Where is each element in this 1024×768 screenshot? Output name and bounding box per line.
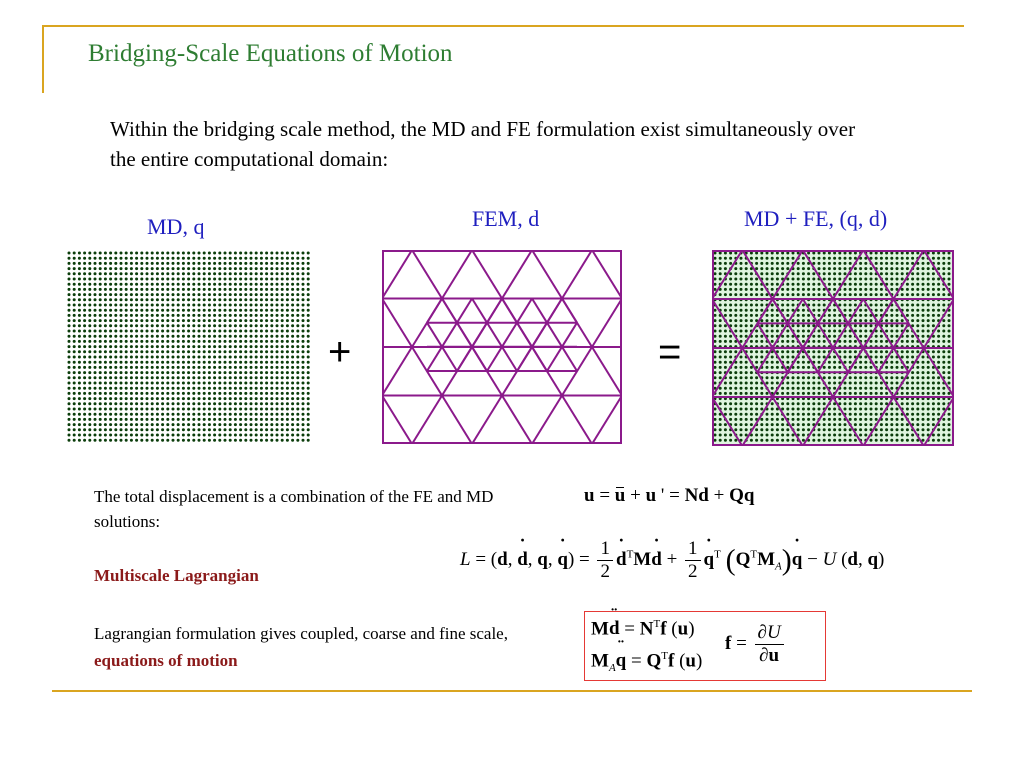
- md-atoms: [67, 251, 310, 442]
- force-definition: f = ∂U ∂u: [725, 622, 787, 667]
- plus-sign: +: [328, 330, 352, 374]
- slide-title: Bridging-Scale Equations of Motion: [88, 40, 453, 67]
- md-label: MD, q: [147, 214, 205, 239]
- equations-of-motion-highlight: equations of motion: [94, 651, 238, 670]
- displacement-equation: u = u + u ' = Nd + Qq: [584, 485, 755, 506]
- lagrangian-description-text: Lagrangian formulation gives coupled, co…: [94, 624, 508, 643]
- equals-sign: =: [658, 330, 682, 374]
- coarse-scale-equation: Md = NTf (u): [591, 618, 695, 640]
- left-rule: [42, 25, 44, 93]
- fe-elements: [712, 250, 954, 446]
- lagrangian-heading: Multiscale Lagrangian: [94, 566, 259, 585]
- combined-label: MD + FE, (q, d): [744, 206, 888, 231]
- fem-mesh: [382, 250, 622, 444]
- intro-text: Within the bridging scale method, the MD…: [110, 117, 856, 171]
- lagrangian-description: Lagrangian formulation gives coupled, co…: [94, 620, 514, 674]
- equations-of-motion-box: Md = NTf (u) MAq = QTf (u) f = ∂U∂u: [584, 611, 826, 681]
- displacement-description: The total displacement is a combination …: [94, 487, 494, 531]
- lagrangian-equation: L = (d, d, q, q) = 12dTMd + 12qT (QTMA)q…: [460, 538, 884, 583]
- fe-elements: [382, 250, 622, 444]
- top-rule: [42, 25, 964, 27]
- fem-label: FEM, d: [472, 206, 540, 231]
- bottom-rule: [52, 690, 972, 692]
- md-atom-lattice: [67, 251, 310, 442]
- fine-scale-equation: MAq = QTf (u): [591, 650, 702, 674]
- md-atoms: [713, 251, 951, 442]
- combined-md-fe: [712, 250, 954, 446]
